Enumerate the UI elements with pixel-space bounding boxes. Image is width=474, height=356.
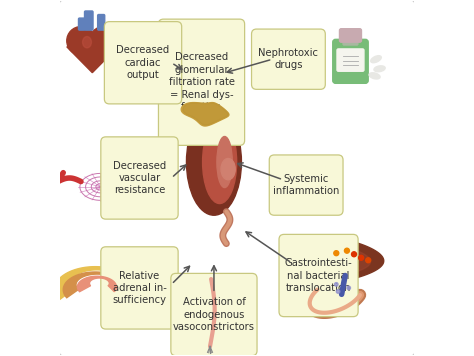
Circle shape bbox=[336, 290, 340, 293]
Ellipse shape bbox=[369, 73, 380, 79]
Polygon shape bbox=[63, 272, 127, 298]
Ellipse shape bbox=[294, 174, 313, 189]
Polygon shape bbox=[311, 240, 384, 281]
FancyBboxPatch shape bbox=[337, 49, 364, 71]
Text: Decreased
vascular
resistance: Decreased vascular resistance bbox=[113, 161, 166, 195]
Circle shape bbox=[290, 187, 294, 192]
FancyBboxPatch shape bbox=[98, 15, 105, 30]
Circle shape bbox=[292, 178, 297, 183]
Ellipse shape bbox=[371, 56, 381, 63]
FancyBboxPatch shape bbox=[101, 137, 178, 219]
Circle shape bbox=[345, 248, 349, 253]
FancyBboxPatch shape bbox=[104, 22, 182, 104]
FancyBboxPatch shape bbox=[252, 29, 325, 89]
FancyBboxPatch shape bbox=[343, 37, 358, 45]
Polygon shape bbox=[67, 47, 118, 73]
Ellipse shape bbox=[374, 66, 385, 72]
Polygon shape bbox=[183, 103, 228, 125]
Polygon shape bbox=[55, 267, 136, 300]
Circle shape bbox=[334, 251, 339, 256]
Circle shape bbox=[299, 195, 304, 200]
FancyBboxPatch shape bbox=[171, 273, 257, 356]
FancyBboxPatch shape bbox=[333, 40, 368, 83]
Ellipse shape bbox=[304, 187, 318, 198]
Polygon shape bbox=[181, 103, 229, 126]
FancyBboxPatch shape bbox=[279, 234, 358, 316]
Polygon shape bbox=[77, 276, 117, 292]
Ellipse shape bbox=[202, 121, 237, 204]
Text: Decreased
glomerular
filtration rate
= Renal dys-
function: Decreased glomerular filtration rate = R… bbox=[169, 52, 235, 112]
FancyBboxPatch shape bbox=[79, 18, 85, 30]
Circle shape bbox=[285, 172, 290, 177]
FancyBboxPatch shape bbox=[339, 29, 362, 42]
Circle shape bbox=[311, 184, 316, 189]
Ellipse shape bbox=[283, 170, 299, 184]
Circle shape bbox=[281, 189, 285, 194]
Ellipse shape bbox=[273, 181, 287, 192]
Ellipse shape bbox=[82, 37, 91, 48]
Circle shape bbox=[297, 173, 301, 178]
Circle shape bbox=[352, 252, 356, 257]
Text: Systemic
inflammation: Systemic inflammation bbox=[273, 174, 339, 196]
Circle shape bbox=[347, 286, 350, 290]
Circle shape bbox=[90, 27, 118, 55]
FancyBboxPatch shape bbox=[59, 0, 415, 356]
FancyBboxPatch shape bbox=[269, 155, 343, 215]
Text: Gastrointesti-
nal bacterial
translocation: Gastrointesti- nal bacterial translocati… bbox=[285, 258, 353, 293]
Text: Activation of
endogenous
vasoconstrictors: Activation of endogenous vasoconstrictor… bbox=[173, 297, 255, 332]
FancyBboxPatch shape bbox=[84, 11, 93, 30]
Circle shape bbox=[335, 283, 338, 286]
Circle shape bbox=[67, 27, 95, 55]
Text: Decreased
cardiac
output: Decreased cardiac output bbox=[117, 45, 170, 80]
Text: Relative
adrenal in-
sufficiency: Relative adrenal in- sufficiency bbox=[112, 271, 166, 305]
Circle shape bbox=[366, 258, 371, 263]
Text: Nephrotoxic
drugs: Nephrotoxic drugs bbox=[258, 48, 319, 70]
Circle shape bbox=[283, 179, 287, 184]
Circle shape bbox=[359, 255, 364, 260]
Polygon shape bbox=[320, 247, 371, 276]
FancyBboxPatch shape bbox=[101, 247, 178, 329]
Ellipse shape bbox=[291, 190, 305, 204]
Ellipse shape bbox=[186, 109, 241, 215]
FancyBboxPatch shape bbox=[158, 19, 245, 145]
Ellipse shape bbox=[221, 158, 235, 180]
Circle shape bbox=[304, 183, 309, 188]
Ellipse shape bbox=[217, 136, 232, 188]
